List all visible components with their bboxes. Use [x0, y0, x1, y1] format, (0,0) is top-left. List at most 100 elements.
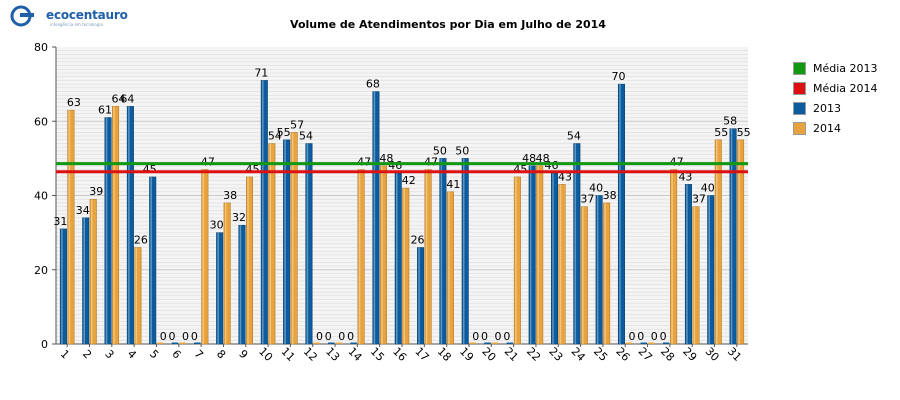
- bar-highlight: [425, 169, 428, 344]
- x-tick-label: 26: [613, 345, 632, 364]
- legend-label: 2013: [813, 102, 841, 115]
- data-label: 0: [191, 330, 198, 343]
- bar-2014: [692, 206, 700, 345]
- x-tick-label: 5: [147, 347, 161, 361]
- data-label: 50: [455, 144, 469, 157]
- bar-2013: [439, 158, 447, 345]
- logo-icon: [10, 5, 34, 27]
- y-tick-label: 60: [34, 115, 48, 128]
- chart-legend: Média 2013 Média 2014 2013 2014: [793, 61, 893, 141]
- data-label: 70: [611, 70, 625, 83]
- bar-2014: [603, 202, 611, 345]
- bar-highlight: [738, 139, 740, 344]
- bar-2014: [290, 132, 298, 345]
- legend-item: 2014: [793, 121, 893, 141]
- legend-label: Média 2014: [813, 82, 878, 95]
- bar-2013: [283, 139, 291, 345]
- bar-2014: [245, 176, 253, 345]
- bar-highlight: [247, 176, 249, 344]
- data-label: 0: [495, 330, 502, 343]
- bar-2013: [707, 195, 715, 345]
- data-label: 0: [182, 330, 189, 343]
- bar-highlight: [202, 169, 205, 344]
- x-tick-label: 20: [479, 345, 498, 364]
- data-label: 68: [366, 78, 380, 91]
- bar-2014: [580, 206, 588, 345]
- bar-2013: [328, 342, 335, 344]
- x-tick-label: 2: [80, 347, 94, 361]
- data-label: 47: [201, 156, 215, 169]
- bar-highlight: [150, 176, 152, 344]
- x-tick-label: 6: [169, 347, 183, 361]
- bar-2014: [513, 176, 521, 345]
- bar-highlight: [418, 247, 420, 344]
- bar-2014: [357, 169, 365, 345]
- x-tick-label: 11: [278, 345, 297, 364]
- bar-2014: [670, 169, 678, 345]
- data-label: 0: [651, 330, 658, 343]
- bar-highlight: [358, 169, 361, 344]
- x-tick-label: 15: [368, 345, 387, 364]
- data-label: 54: [567, 130, 581, 143]
- bar-2013: [551, 172, 559, 345]
- bar-2014: [268, 143, 276, 345]
- x-tick-label: 13: [323, 345, 342, 364]
- data-label: 48: [536, 152, 550, 165]
- data-label: 39: [89, 185, 103, 198]
- bar-2014: [179, 342, 186, 344]
- bar-highlight: [515, 176, 517, 344]
- bar-highlight: [217, 232, 219, 344]
- bar-highlight: [671, 169, 673, 344]
- y-tick-label: 0: [41, 338, 48, 351]
- bar-2013: [662, 342, 670, 344]
- bar-2014: [201, 169, 209, 345]
- bar-highlight: [61, 228, 63, 344]
- bar-2014: [714, 139, 722, 345]
- bar-2013: [684, 184, 692, 345]
- data-label: 0: [316, 330, 323, 343]
- bar-2013: [104, 117, 112, 345]
- data-label: 71: [254, 66, 268, 79]
- bar-highlight: [396, 173, 398, 344]
- bar-2013: [595, 195, 603, 345]
- bar-highlight: [381, 165, 383, 344]
- bar-2014: [313, 342, 320, 344]
- data-label: 61: [98, 104, 112, 117]
- data-label: 0: [338, 330, 345, 343]
- bar-2014: [379, 165, 387, 345]
- data-label: 38: [603, 189, 617, 202]
- bar-2013: [350, 342, 357, 344]
- data-label: 0: [347, 330, 354, 343]
- bar-highlight: [552, 173, 554, 344]
- bar-highlight: [291, 132, 294, 344]
- bar-highlight: [440, 158, 443, 344]
- x-tick-label: 14: [345, 345, 364, 364]
- bar-2013: [573, 143, 581, 345]
- logo-text: ecocentauro: [46, 8, 128, 22]
- bar-highlight: [574, 143, 577, 344]
- bar-2014: [446, 191, 454, 345]
- bar-2013: [461, 158, 469, 345]
- bar-highlight: [686, 184, 688, 344]
- data-label: 0: [503, 330, 510, 343]
- x-tick-label: 9: [236, 347, 250, 361]
- bar-2014: [536, 165, 544, 345]
- legend-item: Média 2013: [793, 61, 893, 81]
- x-tick-label: 31: [725, 345, 744, 364]
- data-label: 38: [223, 189, 237, 202]
- legend-swatch: [793, 62, 806, 75]
- data-label: 55: [714, 126, 728, 139]
- bar-highlight: [448, 191, 450, 344]
- bar-highlight: [693, 206, 696, 344]
- bar-highlight: [224, 202, 227, 344]
- bar-highlight: [708, 195, 711, 344]
- data-label: 54: [299, 130, 313, 143]
- data-label: 48: [522, 152, 536, 165]
- y-tick-label: 20: [34, 264, 48, 277]
- x-tick-label: 8: [214, 347, 228, 361]
- data-label: 40: [589, 182, 603, 195]
- data-label: 55: [277, 126, 291, 139]
- x-tick-label: 25: [591, 345, 610, 364]
- company-logo: ecocentauro inteligência em tecnologia: [10, 5, 140, 27]
- bar-2014: [134, 247, 142, 345]
